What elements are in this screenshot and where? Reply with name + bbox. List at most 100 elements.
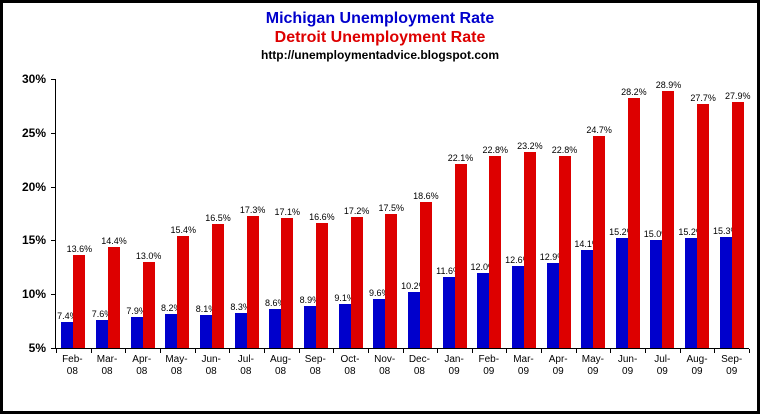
x-axis-tick (402, 349, 404, 353)
bar-michigan: 15.0% (644, 229, 669, 348)
bar-michigan: 7.6% (92, 309, 112, 348)
bar-value-label: 9.6% (368, 287, 390, 298)
y-axis-label: 10% (21, 287, 46, 302)
bar-detroit: 22.8% (482, 145, 508, 348)
bar-group: 10.2% 18.6% (401, 79, 439, 348)
bar-value-label: 7.9% (126, 305, 147, 316)
y-axis-tick (51, 348, 55, 349)
bar-value-label: 16.6% (309, 212, 335, 223)
x-axis-tick (367, 349, 369, 353)
bar-detroit: 16.6% (309, 212, 335, 348)
bar-value-label: 22.8% (482, 145, 508, 156)
bar-value-label: 9.1% (334, 292, 355, 303)
y-axis-label: 5% (28, 341, 46, 355)
x-axis-tick (263, 349, 265, 353)
bar-value-label: 10.2% (401, 281, 427, 292)
x-axis-tick (56, 349, 57, 353)
chart-region: 5% 10% 15% 20% 25% 30% 7.4% 13.6% 7.6% 14.4% 7.9%… (11, 72, 751, 355)
bar-value-label: 28.2% (621, 87, 647, 98)
x-axis-label: Feb- 08 (62, 354, 83, 377)
bar-group: 7.6% 14.4% (91, 79, 127, 348)
bar-detroit: 16.5% (205, 213, 231, 348)
y-axis-label: 30% (21, 72, 46, 86)
bar-value-label: 15.2% (609, 227, 635, 238)
bar-group: 8.6% 17.1% (264, 79, 300, 348)
bar-value-label: 8.2% (161, 302, 182, 313)
bar-detroit: 27.7% (690, 93, 716, 348)
x-axis-label: Mar- 09 (513, 354, 534, 377)
bar-value-label: 23.2% (517, 141, 543, 152)
plot-area: 7.4% 13.6% 7.6% 14.4% 7.9% 13.0% 8.2% 15.4% 8.1%… (55, 79, 751, 353)
chart-titles: Michigan Unemployment Rate Detroit Unemp… (3, 9, 757, 63)
bar-value-label: 8.6% (265, 298, 286, 309)
y-axis-label: 25% (21, 125, 46, 140)
x-axis-tick (610, 349, 612, 353)
x-axis-label: Sep- 09 (721, 354, 743, 377)
x-axis-labels: Feb- 08 Mar- 08 Apr- 08 May- 08 Jun- 08 Jul- 08 Aug-… (55, 354, 749, 377)
y-axis: 5% 10% 15% 20% 25% 30% (11, 72, 55, 355)
x-axis-label: Jul- 09 (654, 354, 671, 377)
x-axis-label: Jun- 09 (617, 354, 638, 377)
bar-value-label: 8.1% (195, 303, 217, 314)
bar-group: 12.0% 22.8% (470, 79, 508, 348)
bar-michigan: 8.6% (265, 298, 286, 348)
y-axis-tick (51, 79, 55, 80)
y-axis-tick (51, 294, 55, 296)
x-axis-label: May- 08 (165, 354, 188, 377)
bar-detroit: 14.4% (101, 236, 127, 348)
bar-michigan: 10.2% (401, 281, 427, 348)
y-axis-label: 15% (21, 233, 46, 248)
bar-group: 15.0% 28.9% (644, 79, 681, 348)
x-axis-tick (333, 349, 335, 353)
x-axis-tick (471, 349, 473, 353)
x-axis-label: Nov- 08 (374, 354, 396, 377)
x-axis-tick (437, 349, 439, 353)
x-axis-label: Jun- 08 (201, 354, 221, 377)
x-axis-tick (575, 349, 577, 353)
bar-michigan: 15.3% (713, 226, 739, 348)
bar-michigan: 8.9% (300, 295, 320, 348)
bar-detroit: 18.6% (413, 191, 439, 348)
x-axis-label: Jan- 09 (444, 354, 464, 377)
bar-michigan: 9.1% (334, 293, 355, 348)
bar-michigan: 8.1% (196, 304, 216, 348)
bar-detroit: 22.1% (448, 153, 473, 348)
x-axis-label: Aug- 08 (270, 354, 292, 377)
y-axis-label: 20% (21, 179, 46, 194)
x-axis-label: Mar- 08 (96, 354, 118, 377)
bar-detroit: 22.8% (552, 145, 577, 348)
bar-value-label: 18.6% (413, 190, 439, 201)
x-axis-label: Feb- 09 (478, 354, 500, 377)
bar-michigan: 8.3% (230, 302, 251, 348)
bar-group: 14.1% 24.7% (574, 79, 612, 348)
x-axis-tick (749, 349, 750, 353)
bar-value-label: 12.0% (470, 261, 496, 272)
x-axis-tick (714, 349, 716, 353)
bar-value-label: 27.9% (725, 90, 751, 101)
x-axis-tick (229, 349, 231, 353)
bar-value-label: 22.8% (551, 145, 578, 156)
bar-michigan: 15.2% (678, 227, 704, 348)
bar-michigan: 14.1% (574, 239, 600, 348)
x-axis-label: Aug- 09 (686, 354, 708, 377)
x-axis-tick (645, 349, 647, 353)
y-axis-tick (51, 132, 55, 134)
x-axis-tick (298, 349, 300, 353)
bar-detroit: 28.2% (621, 87, 647, 348)
chart-title-detroit: Detroit Unemployment Rate (274, 29, 486, 47)
x-axis-label: May- 09 (581, 354, 605, 377)
bar-group: 8.2% 15.4% (160, 79, 196, 348)
bar-value-label: 14.4% (101, 235, 127, 246)
bar-detroit: 17.5% (378, 203, 404, 348)
x-axis-tick (679, 349, 681, 353)
y-axis-tick (51, 240, 55, 242)
bar-detroit: 23.2% (517, 141, 543, 348)
bar-group: 15.2% 28.2% (609, 79, 647, 348)
bar-value-label: 14.1% (574, 239, 600, 250)
bar-michigan: 12.0% (470, 262, 496, 348)
x-axis-tick (506, 349, 508, 353)
bar-group: 7.4% 13.6% (56, 79, 92, 348)
bar-group: 12.6% 23.2% (505, 79, 543, 348)
bar-michigan: 7.4% (57, 311, 78, 348)
